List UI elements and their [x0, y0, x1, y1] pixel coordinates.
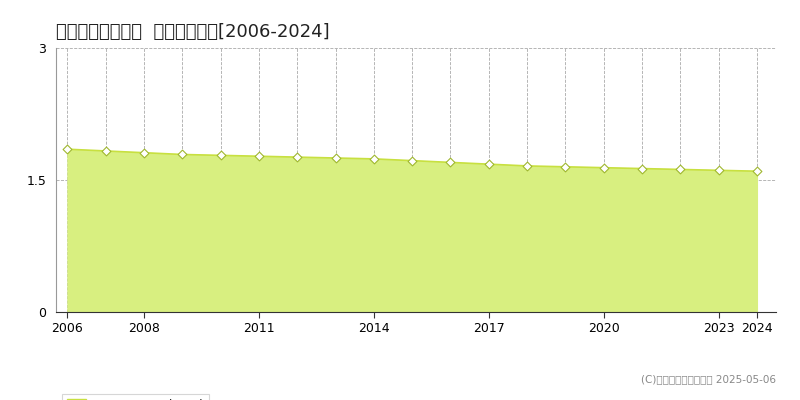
Point	[559, 164, 572, 170]
Point	[482, 161, 495, 167]
Point	[750, 168, 763, 174]
Point	[176, 151, 189, 158]
Point	[214, 152, 227, 158]
Point	[674, 166, 686, 173]
Point	[253, 153, 266, 160]
Point	[635, 165, 648, 172]
Point	[712, 167, 725, 174]
Point	[61, 146, 74, 152]
Point	[291, 154, 304, 160]
Point	[444, 159, 457, 166]
Point	[598, 164, 610, 171]
Point	[367, 156, 380, 162]
Point	[329, 155, 342, 161]
Point	[99, 148, 112, 154]
Point	[138, 150, 150, 156]
Point	[406, 158, 418, 164]
Text: (C)土地価格ドットコム 2025-05-06: (C)土地価格ドットコム 2025-05-06	[641, 374, 776, 384]
Text: 東伯郡北栄町下種  基準地価推移[2006-2024]: 東伯郡北栄町下種 基準地価推移[2006-2024]	[56, 23, 330, 41]
Point	[521, 163, 534, 169]
Legend: 基準地価 平均嵪単価(万円/嵪): 基準地価 平均嵪単価(万円/嵪)	[62, 394, 209, 400]
